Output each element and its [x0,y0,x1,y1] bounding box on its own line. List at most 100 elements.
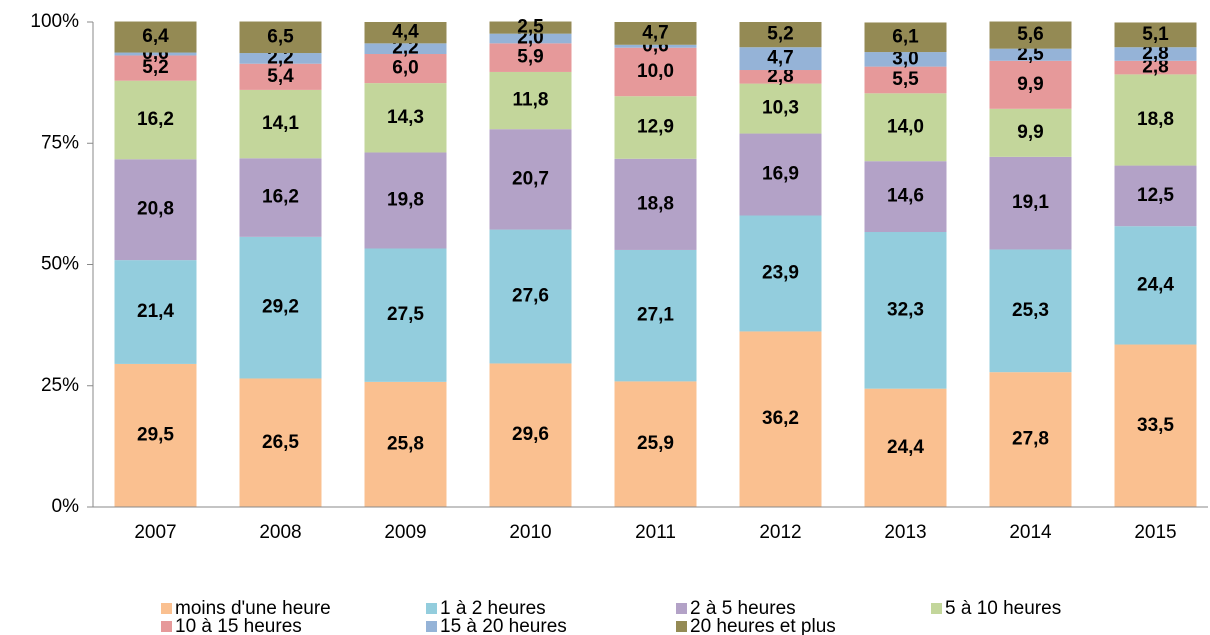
legend-label: 1 à 2 heures [440,598,546,619]
data-label: 21,4 [137,301,174,322]
bar-segment [739,70,822,84]
bar-segment [364,152,447,249]
bar-segment [864,66,947,94]
data-label: 27,6 [512,286,549,307]
data-label: 24,4 [887,437,924,458]
bar-segment [864,388,947,507]
x-tick-label: 2012 [759,522,801,543]
legend-swatch [931,603,942,614]
bar-segment [239,158,322,237]
data-label: 14,0 [887,116,924,137]
data-label: 10,3 [762,98,799,119]
bar-segment [1114,47,1197,61]
data-label: 2,5 [517,17,544,38]
data-label: 27,1 [637,305,674,326]
bar-segment [364,43,447,55]
x-tick-label: 2011 [635,522,676,543]
x-tick-label: 2007 [134,522,176,543]
bar-segment [614,381,697,507]
legend-swatch [676,603,687,614]
y-tick-label: 0% [52,496,80,517]
data-label: 16,2 [137,109,174,130]
bar-segment [614,96,697,159]
data-label: 4,7 [642,22,668,43]
bar-segment [739,215,822,332]
legend-swatch [676,621,687,632]
data-label: 18,8 [1137,109,1174,130]
bar-segment [239,378,322,507]
bar-segment [1114,60,1197,75]
data-label: 25,9 [637,433,674,454]
bar-segment [989,249,1072,373]
data-label: 6,1 [892,26,919,47]
data-label: 19,1 [1012,192,1049,213]
bar-segment [489,21,572,34]
y-tick-label: 100% [30,11,79,32]
bar-segment [239,236,322,379]
legend-swatch [426,621,437,632]
legend-swatch [161,603,172,614]
x-tick-label: 2010 [509,522,551,543]
data-label: 5,5 [892,69,919,90]
bar-segment [114,52,197,56]
data-label: 27,8 [1012,429,1049,450]
bar-segment [364,22,447,44]
y-tick-label: 75% [41,132,79,153]
bar-segment [864,232,947,389]
bar-segment [114,260,197,364]
data-label: 2,8 [767,66,793,87]
bar-segment [1114,22,1197,48]
data-label: 27,5 [387,304,424,325]
bar-segment [739,22,822,48]
bar-segment [1114,344,1197,507]
data-label: 19,8 [387,189,424,210]
bar-segment [239,63,322,90]
data-label: 18,8 [637,193,674,214]
bar-segment [1114,226,1197,345]
data-label: 36,2 [762,408,799,429]
legend-label: moins d'une heure [175,598,331,619]
bar-segment [614,249,697,382]
data-label: 6,4 [142,26,169,47]
data-label: 29,5 [137,424,174,445]
bar-segment [364,83,447,153]
bar-segment [989,60,1072,109]
data-label: 4,4 [392,22,419,43]
data-label: 9,9 [1017,122,1043,143]
bar-segment [489,33,572,44]
bar-segment [864,161,947,233]
bar-segment [114,159,197,261]
bar-segment [489,363,572,507]
data-label: 29,6 [512,424,549,445]
data-label: 6,0 [392,58,418,79]
bar-segment [114,80,197,160]
bar-segment [739,47,822,71]
legend-label: 20 heures et plus [690,616,836,635]
y-tick-label: 25% [41,375,79,396]
bar-segment [239,53,322,64]
data-label: 5,2 [142,57,168,78]
data-label: 12,9 [637,117,674,138]
data-label: 26,5 [262,432,299,453]
bar-segment [489,71,572,130]
bar-segment [739,83,822,134]
bar-segment [614,22,697,45]
bar-segment [364,248,447,382]
data-label: 32,3 [887,299,924,320]
bar-segment [239,89,322,159]
data-label: 2,8 [1142,57,1168,78]
bar-segment [989,108,1072,157]
data-label: 5,9 [517,47,543,68]
data-label: 25,8 [387,433,424,454]
bar-segment [489,43,572,72]
legend-label: 10 à 15 heures [175,616,302,635]
data-label: 5,2 [767,24,793,45]
bar-segment [114,55,197,81]
x-tick-label: 2013 [884,522,926,543]
data-label: 20,7 [512,168,549,189]
bar-segment [614,44,697,48]
data-label: 33,5 [1137,415,1174,436]
data-label: 11,8 [513,90,549,111]
data-label: 14,1 [262,113,299,134]
